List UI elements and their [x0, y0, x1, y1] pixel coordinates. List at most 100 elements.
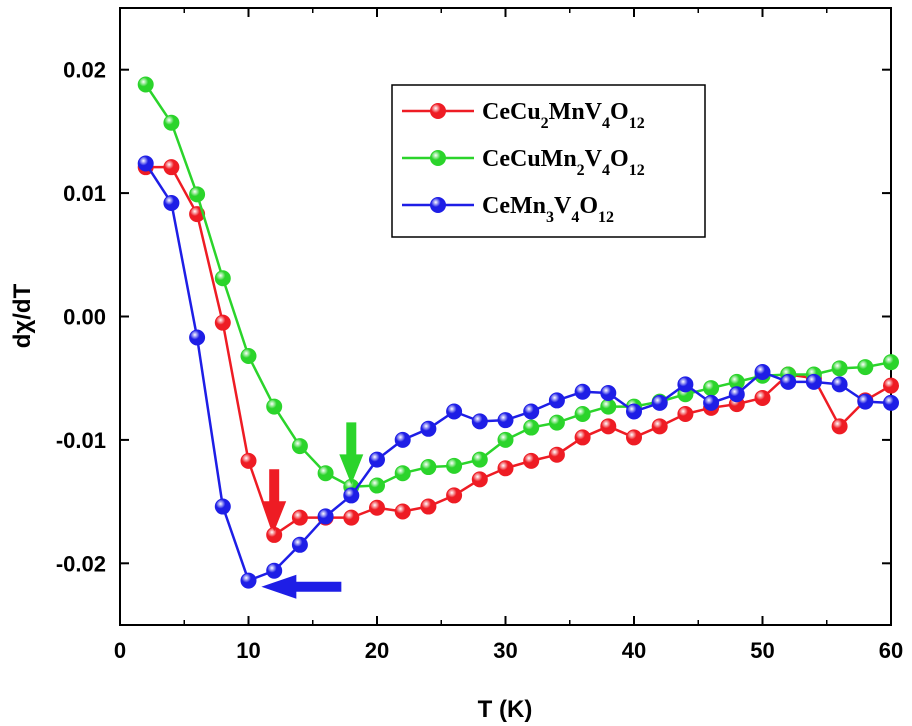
data-point [497, 412, 514, 429]
x-tick-label: 10 [236, 638, 260, 663]
data-point [497, 431, 514, 448]
legend-marker [430, 197, 446, 213]
data-point [780, 373, 797, 390]
legend-marker [430, 150, 446, 166]
data-point [574, 383, 591, 400]
data-point [471, 451, 488, 468]
data-point [754, 364, 771, 381]
legend-item: CeMn3V4O12 [402, 193, 614, 226]
data-point [420, 420, 437, 437]
x-axis-title: T (K) [478, 696, 533, 723]
data-point [343, 509, 360, 526]
data-point [369, 477, 385, 494]
data-point [240, 452, 257, 469]
x-tick-label: 0 [114, 638, 126, 663]
data-point [600, 385, 617, 402]
data-point [266, 562, 283, 579]
data-point [214, 270, 231, 287]
y-tick-label: -0.01 [56, 428, 106, 453]
data-point [728, 386, 745, 403]
data-point [163, 114, 180, 131]
annotation-arrow [262, 469, 287, 532]
data-point [369, 499, 385, 516]
data-point [857, 359, 874, 376]
data-point [137, 155, 154, 172]
x-tick-label: 60 [879, 638, 903, 663]
y-tick-label: 0.01 [63, 181, 106, 206]
data-point [291, 509, 308, 526]
data-point [703, 394, 720, 411]
legend-item: CeCu2MnV4O12 [402, 99, 645, 132]
data-point [240, 572, 257, 589]
data-point [805, 373, 822, 390]
data-point [214, 314, 231, 331]
data-point [163, 194, 180, 211]
data-point [548, 392, 565, 409]
data-point [883, 354, 899, 371]
annotation-arrow [261, 574, 342, 599]
data-point [831, 376, 848, 393]
data-point [523, 452, 540, 469]
data-point [831, 360, 848, 377]
data-point [266, 398, 283, 415]
data-point [548, 446, 565, 463]
data-point [189, 186, 206, 203]
data-point [394, 431, 411, 448]
data-point [523, 403, 540, 420]
y-tick-label: -0.02 [56, 551, 106, 576]
data-point [471, 413, 488, 430]
legend-label: CeCuMn2V4O12 [482, 146, 645, 179]
data-point [626, 403, 642, 420]
x-tick-label: 50 [750, 638, 774, 663]
data-point [317, 508, 334, 525]
data-point [857, 393, 874, 410]
data-point [369, 451, 385, 468]
data-point [291, 536, 308, 553]
data-point [163, 159, 180, 176]
x-tick-label: 40 [622, 638, 646, 663]
y-tick-label: 0.00 [63, 305, 106, 330]
legend-item: CeCuMn2V4O12 [402, 146, 645, 179]
series-layer [137, 76, 899, 589]
data-point [574, 405, 591, 422]
data-point [214, 498, 231, 515]
data-point [317, 465, 334, 482]
data-point [677, 376, 694, 393]
data-point [600, 398, 617, 415]
data-point [883, 394, 899, 411]
legend-marker [430, 103, 446, 119]
axis-ticks: 0 10 20 30 40 50 60 -0.02 -0.01 0.00 0.01 0.02 [56, 8, 903, 663]
data-point [446, 487, 463, 504]
data-point [471, 471, 488, 488]
legend-label: CeMn3V4O12 [482, 193, 614, 226]
data-point [677, 405, 694, 422]
data-point [240, 347, 257, 364]
legend-label: CeCu2MnV4O12 [482, 99, 645, 132]
y-axis-title: dχ/dT [9, 283, 36, 348]
data-point [600, 418, 617, 435]
data-point [394, 503, 411, 520]
data-point [883, 377, 899, 394]
legend: CeCu2MnV4O12 CeCuMn2V4O12 CeMn3V4O12 [391, 84, 706, 238]
data-point [626, 429, 642, 446]
data-point [343, 487, 360, 504]
annotation-arrows [261, 422, 364, 599]
x-tick-label: 30 [493, 638, 517, 663]
data-point [831, 418, 848, 435]
data-point [497, 460, 514, 477]
data-point [394, 465, 411, 482]
data-point [420, 498, 437, 515]
series-2 [137, 155, 899, 589]
y-tick-label: 0.02 [63, 58, 106, 83]
data-point [754, 389, 771, 406]
annotation-arrow [339, 422, 364, 485]
data-point [189, 329, 206, 346]
data-point [137, 76, 154, 93]
data-point [574, 429, 591, 446]
data-point [523, 419, 540, 436]
data-point [446, 457, 463, 474]
data-point [548, 414, 565, 431]
data-point [291, 438, 308, 455]
x-tick-label: 20 [365, 638, 389, 663]
